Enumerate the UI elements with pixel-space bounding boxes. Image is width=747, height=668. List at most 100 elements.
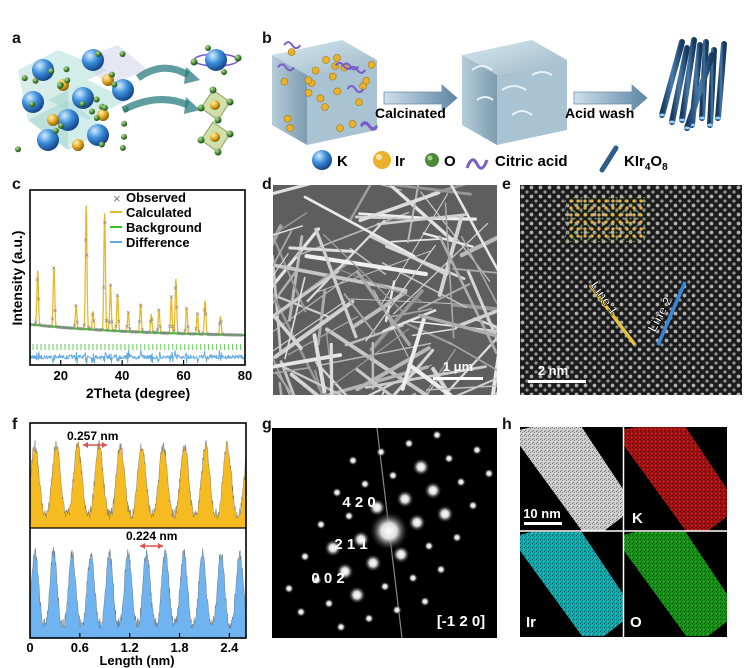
observed-point [226, 333, 230, 337]
ir-particle [367, 61, 376, 69]
nanorod-fiber [472, 317, 497, 329]
observed-point [217, 321, 222, 326]
observed-point [117, 319, 121, 323]
observed-point [180, 331, 185, 336]
nanorod-fiber [273, 224, 283, 247]
observed-point [129, 329, 133, 334]
x-axis-label-f: Length (nm) [99, 653, 174, 668]
observed-point [65, 326, 70, 330]
observed-point [74, 303, 78, 308]
nanorod-icon [599, 145, 619, 173]
observed-point [46, 324, 50, 328]
nanorod [679, 37, 697, 123]
nanorod-fiber [454, 309, 497, 329]
observed-point [184, 306, 189, 311]
observed-point [157, 308, 161, 312]
observed-point [32, 323, 37, 327]
nanorod-fiber [273, 185, 311, 196]
citric-acid-wave-icon [465, 158, 489, 170]
observed-point [136, 330, 140, 334]
scale-bar-d: 1 μm [433, 359, 483, 385]
ir-particle [362, 76, 371, 85]
central-spot [369, 511, 409, 551]
observed-point [67, 326, 71, 330]
observed-point [173, 286, 178, 290]
diffraction-spot [352, 530, 370, 549]
x-tick-label-f: 0.6 [71, 640, 89, 655]
diffraction-spot [432, 430, 442, 440]
observed-point [170, 324, 175, 329]
nanorod-fiber [322, 233, 405, 314]
observed-point [111, 329, 115, 333]
observed-point [128, 327, 132, 331]
citric-acid [277, 63, 295, 72]
nanorod-fiber [393, 222, 489, 315]
panel-h-eds-maps: 10 nm K Ir O [520, 427, 727, 637]
observed-point [130, 330, 135, 334]
observed-point [34, 320, 38, 324]
nanorod-fiber [273, 269, 340, 318]
observed-point [233, 333, 237, 337]
observed-point [49, 324, 53, 329]
panel-label-d: d [262, 176, 272, 193]
observed-point [183, 328, 187, 333]
citric-acid [346, 85, 365, 94]
legend-background: Background [126, 220, 202, 235]
legend-difference: Difference [126, 235, 190, 250]
nanorod-fiber [406, 185, 420, 244]
observed-point [188, 332, 193, 336]
observed-point [177, 331, 182, 336]
ir-particle [328, 72, 337, 81]
panel-g-fft-pattern: 4 2 0 2 1 1 0 0 2 [-1 2 0] [272, 428, 497, 638]
observed-point [79, 327, 84, 331]
observed-point [182, 331, 186, 336]
nanorod-fiber [385, 245, 466, 280]
observed-point [135, 330, 139, 334]
observed-point [92, 319, 96, 323]
eds-map-tile [520, 427, 623, 531]
observed-point [206, 332, 211, 337]
nanorod-fiber [417, 283, 471, 311]
line-2-marker [656, 281, 687, 346]
ir-particle [280, 77, 289, 86]
nanorod [684, 52, 715, 131]
observed-point [42, 324, 46, 328]
observed-point [100, 327, 104, 332]
diffraction-spot [408, 513, 426, 532]
observed-point [150, 317, 154, 322]
ir-particle [283, 114, 292, 123]
nanorod-fiber [273, 212, 308, 236]
x-tick-label: 80 [238, 368, 252, 383]
observed-point [57, 325, 62, 329]
panel-label-f: f [12, 416, 18, 433]
k-sphere-icon [312, 150, 332, 170]
nanorod [707, 47, 717, 128]
observed-point [70, 326, 74, 330]
diffraction-spot [380, 581, 390, 592]
panel-a-structure [15, 45, 242, 156]
diffraction-spot [376, 447, 386, 457]
crystal-lattice [15, 45, 148, 153]
nanorod-fiber [273, 269, 359, 333]
calcinated-arrow [383, 84, 458, 112]
zone-axis-label: [-1 2 0] [437, 613, 485, 630]
nanorod-fiber [456, 377, 497, 395]
nanorod [669, 45, 690, 125]
observed-point [103, 220, 107, 225]
observed-point [224, 333, 229, 337]
observed-point [140, 328, 144, 332]
observed-point [81, 327, 85, 331]
x-tick-label-f: 2.4 [220, 640, 239, 655]
ir-particle [286, 124, 294, 132]
diffraction-spot [364, 554, 382, 572]
nanorod-fiber [450, 302, 497, 312]
k-atom [37, 129, 59, 151]
o-atom [89, 108, 96, 115]
observed-point [162, 331, 167, 335]
observed-point [52, 266, 56, 270]
observed-point [223, 333, 227, 337]
panel-b-schematic: Calcinated Acid wash K Ir O Citric acid [272, 37, 727, 173]
x-tick-label: 40 [115, 368, 129, 383]
nanorod-fiber [273, 293, 332, 319]
